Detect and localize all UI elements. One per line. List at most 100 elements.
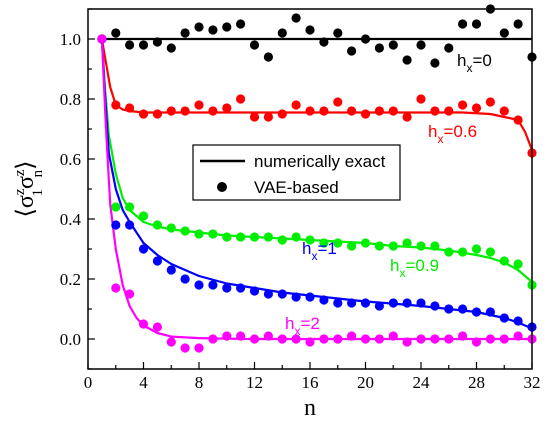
vae-point-3 bbox=[236, 283, 246, 293]
vae-point-0 bbox=[125, 40, 135, 50]
vae-point-1 bbox=[513, 115, 523, 125]
vae-point-3 bbox=[360, 298, 371, 308]
vae-point-4 bbox=[236, 331, 246, 341]
vae-point-4 bbox=[166, 337, 176, 347]
vae-point-1 bbox=[458, 100, 468, 110]
x-tick-label: 28 bbox=[468, 373, 485, 392]
vae-point-2 bbox=[194, 229, 204, 239]
vae-point-3 bbox=[180, 274, 190, 284]
vae-point-0 bbox=[430, 58, 440, 68]
vae-point-0 bbox=[111, 28, 121, 38]
vae-point-4 bbox=[374, 334, 384, 344]
vae-point-0 bbox=[347, 46, 357, 56]
vae-point-2 bbox=[111, 202, 121, 212]
vae-point-1 bbox=[360, 109, 371, 119]
vae-point-0 bbox=[236, 19, 246, 29]
vae-point-1 bbox=[222, 103, 232, 113]
vae-point-2 bbox=[222, 232, 232, 242]
vae-point-4 bbox=[111, 283, 121, 293]
vae-point-2 bbox=[444, 247, 454, 257]
vae-point-3 bbox=[138, 244, 149, 254]
x-tick-label: 4 bbox=[139, 373, 148, 392]
annotation-sub: x bbox=[437, 132, 443, 146]
annotation-sub: x bbox=[466, 61, 472, 75]
vae-point-0 bbox=[360, 34, 371, 44]
vae-point-3 bbox=[416, 298, 426, 308]
y-title-sub-1: 1 bbox=[30, 189, 46, 197]
vae-point-2 bbox=[125, 202, 135, 212]
vae-point-0 bbox=[138, 40, 149, 50]
vae-point-2 bbox=[430, 241, 440, 251]
x-tick-label: 8 bbox=[195, 373, 204, 392]
vae-point-2 bbox=[319, 238, 329, 248]
vae-point-4 bbox=[180, 343, 190, 353]
vae-point-4 bbox=[430, 334, 440, 344]
x-tick-label: 20 bbox=[357, 373, 374, 392]
vae-point-4 bbox=[152, 322, 162, 332]
vae-point-4 bbox=[291, 334, 301, 344]
vae-point-4 bbox=[319, 334, 329, 344]
y-title-sup-2: z bbox=[12, 169, 28, 176]
vae-point-0 bbox=[194, 22, 204, 32]
vae-point-0 bbox=[166, 43, 176, 53]
annotation-base: h bbox=[302, 239, 311, 258]
annotation-series-0: hx=0 bbox=[457, 51, 492, 75]
annotation-value: =0 bbox=[472, 51, 491, 70]
vae-point-1 bbox=[249, 112, 260, 122]
annotation-value: =0.9 bbox=[405, 256, 439, 275]
vae-point-1 bbox=[263, 112, 273, 122]
vae-point-0 bbox=[499, 28, 509, 38]
annotation-series-3: hx=1 bbox=[302, 239, 337, 263]
vae-point-3 bbox=[388, 298, 398, 308]
vae-point-3 bbox=[402, 298, 412, 308]
vae-point-3 bbox=[471, 307, 482, 317]
vae-point-0 bbox=[513, 19, 523, 29]
annotation-base: h bbox=[390, 256, 399, 275]
vae-point-0 bbox=[180, 28, 190, 38]
vae-point-0 bbox=[291, 13, 301, 23]
vae-point-3 bbox=[125, 220, 135, 230]
x-tick-label: 24 bbox=[413, 373, 431, 392]
annotation-series-1: hx=0.6 bbox=[428, 122, 477, 146]
vae-point-2 bbox=[374, 241, 384, 251]
vae-point-1 bbox=[111, 100, 121, 110]
vae-point-4 bbox=[194, 343, 204, 353]
vae-point-3 bbox=[152, 256, 162, 266]
vae-point-2 bbox=[208, 229, 218, 239]
vae-point-4 bbox=[360, 334, 371, 344]
vae-point-3 bbox=[347, 298, 357, 308]
vae-point-1 bbox=[152, 109, 162, 119]
vae-point-2 bbox=[388, 241, 398, 251]
vae-point-3 bbox=[444, 304, 454, 314]
vae-point-4 bbox=[249, 334, 260, 344]
vae-point-3 bbox=[208, 280, 218, 290]
vae-point-0 bbox=[319, 37, 329, 47]
vae-point-1 bbox=[208, 106, 218, 116]
vae-point-2 bbox=[305, 235, 315, 245]
vae-point-4 bbox=[416, 334, 426, 344]
vae-point-4 bbox=[499, 334, 509, 344]
vae-point-2 bbox=[471, 244, 482, 254]
legend-box bbox=[192, 144, 401, 201]
vae-points bbox=[97, 4, 537, 353]
y-title-close: ⟩ bbox=[13, 161, 39, 170]
vae-point-4 bbox=[471, 337, 482, 347]
vae-point-4 bbox=[347, 331, 357, 341]
x-axis-ticks: 0 4 8 12 16 20 24 28 32 bbox=[84, 362, 541, 392]
vae-point-4 bbox=[263, 331, 273, 341]
annotation-series-4: hx=2 bbox=[285, 314, 320, 338]
vae-point-3 bbox=[458, 304, 468, 314]
legend-dot-marker bbox=[217, 182, 227, 192]
vae-point-3 bbox=[291, 292, 301, 302]
vae-point-0 bbox=[458, 19, 468, 29]
vae-point-3 bbox=[485, 307, 495, 317]
vae-point-2 bbox=[333, 238, 343, 248]
y-title-open: ⟨ bbox=[13, 208, 39, 217]
y-title-sub-2: n bbox=[30, 169, 46, 177]
vae-point-1 bbox=[374, 106, 384, 116]
y-title-base-1: σ bbox=[13, 195, 39, 208]
vae-point-4 bbox=[305, 337, 315, 347]
vae-point-3 bbox=[305, 292, 315, 302]
